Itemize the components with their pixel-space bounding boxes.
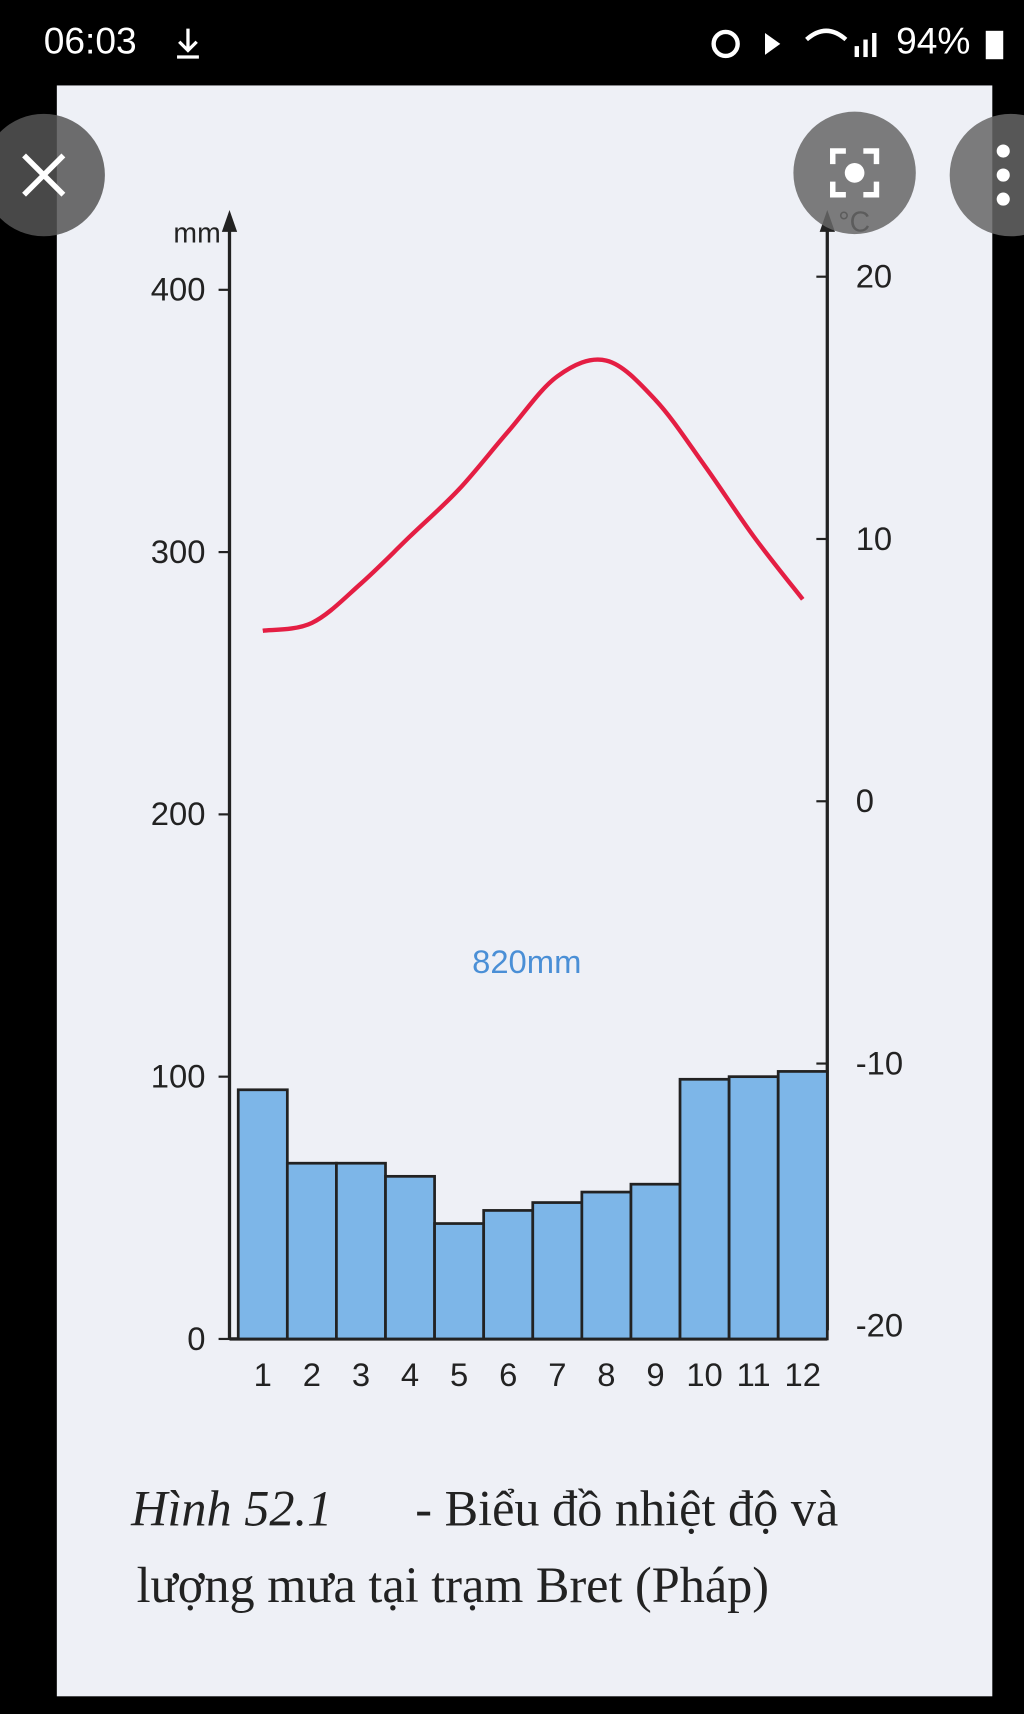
x-tick-label: 1 — [254, 1356, 272, 1393]
x-tick-label: 2 — [303, 1356, 321, 1393]
image-viewer — [56, 85, 993, 1697]
x-tick-label: 11 — [737, 1356, 771, 1393]
x-tick-label: 10 — [686, 1356, 722, 1393]
x-tick-label: 8 — [597, 1356, 615, 1393]
bar — [629, 1182, 682, 1341]
bar — [531, 1201, 584, 1341]
bar — [384, 1174, 436, 1341]
y-axis-label: mm — [173, 218, 220, 250]
x-tick-label: 9 — [646, 1356, 664, 1393]
bar — [482, 1209, 535, 1341]
status-icons — [711, 28, 1004, 60]
bar — [727, 1075, 780, 1341]
y-tick-label: 0 — [187, 1320, 205, 1357]
y2-tick-label: 10 — [856, 520, 892, 557]
x-tick-label: 12 — [785, 1356, 821, 1393]
more-button[interactable] — [949, 113, 1024, 237]
close-icon — [22, 153, 66, 197]
y2-tick-label: -20 — [856, 1307, 903, 1344]
bar — [433, 1222, 486, 1341]
battery-level: 94% — [896, 20, 970, 62]
x-tick-label: 5 — [450, 1356, 468, 1393]
chart: mm°C0100200300400-20-1001020123456789101… — [151, 207, 903, 1393]
y2-tick-label: -10 — [856, 1044, 903, 1081]
more-icon — [996, 144, 1010, 206]
y-tick-label: 400 — [151, 271, 206, 308]
y-tick-label: 300 — [151, 533, 206, 570]
y-axis-arrow — [221, 210, 238, 232]
lens-icon — [830, 148, 880, 198]
caption-line: lượng mưa tại trạm Bret (Pháp) — [137, 1557, 769, 1613]
x-tick-label: 3 — [352, 1356, 370, 1393]
y2-tick-label: 0 — [856, 782, 874, 819]
y-tick-label: 100 — [151, 1058, 206, 1095]
y2-tick-label: 20 — [856, 258, 892, 295]
bar — [580, 1190, 633, 1341]
x-tick-label: 7 — [548, 1356, 566, 1393]
caption-line: - Biểu đồ nhiệt độ và — [415, 1480, 838, 1536]
download-icon — [177, 28, 199, 59]
bar — [285, 1161, 338, 1341]
lens-dot — [844, 163, 865, 183]
figure-number: Hình 52.1 — [130, 1480, 332, 1536]
bar — [776, 1070, 829, 1341]
x-tick-label: 4 — [401, 1356, 419, 1393]
y-tick-label: 200 — [151, 795, 206, 832]
bar — [236, 1088, 289, 1341]
x-tick-label: 6 — [499, 1356, 517, 1393]
annotation: 820mm — [472, 943, 581, 980]
bar — [335, 1161, 387, 1341]
bar — [678, 1077, 731, 1341]
clock: 06:03 — [44, 20, 137, 62]
temperature-line — [262, 357, 805, 633]
close-button[interactable] — [0, 113, 105, 237]
